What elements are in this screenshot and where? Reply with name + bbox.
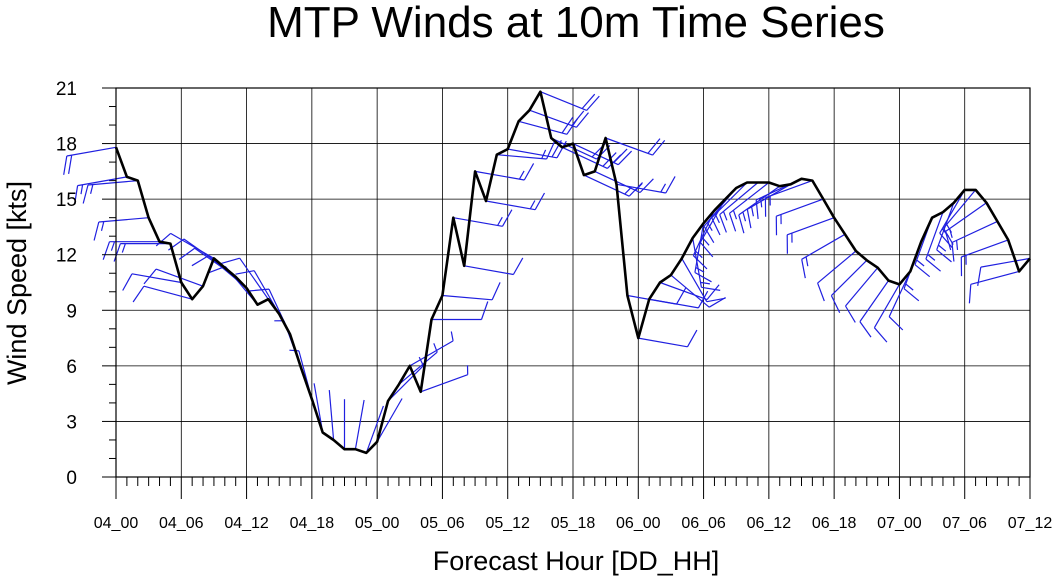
wind-barb xyxy=(529,109,589,128)
wind-barb xyxy=(694,223,712,283)
x-tick-label: 04_06 xyxy=(159,515,204,532)
wind-barb xyxy=(376,398,403,443)
wind-barb xyxy=(977,257,1031,286)
wind-barb xyxy=(616,176,676,194)
wind-barbs xyxy=(63,91,1031,454)
wind-barb xyxy=(817,250,857,302)
wind-speed-line xyxy=(114,90,1031,455)
wind-barb xyxy=(594,170,654,194)
wind-barb xyxy=(235,270,280,315)
wind-barb xyxy=(113,243,171,262)
wind-barb xyxy=(719,182,759,233)
y-tick-label: 3 xyxy=(66,412,77,433)
wind-barb xyxy=(951,220,998,262)
wind-barb xyxy=(474,163,535,181)
wind-barb xyxy=(365,405,384,454)
wind-barb xyxy=(801,233,846,279)
x-tick-label: 05_18 xyxy=(551,515,596,532)
wind-barb xyxy=(464,257,524,276)
x-tick-label: 07_00 xyxy=(877,515,922,532)
wind-barb xyxy=(764,180,813,217)
y-tick-label: 12 xyxy=(56,246,77,267)
wind-barb xyxy=(583,174,643,197)
wind-barb xyxy=(442,282,501,301)
x-tick-label: 04_18 xyxy=(290,515,335,532)
wind-barb xyxy=(63,146,117,175)
wind-barb xyxy=(431,301,489,321)
wind-barb xyxy=(944,202,987,251)
wind-barb xyxy=(74,176,128,205)
wind-barb xyxy=(670,274,726,308)
wind-barb xyxy=(540,91,600,111)
wind-barb xyxy=(409,331,454,367)
y-tick-label: 0 xyxy=(66,468,77,489)
wind-barb xyxy=(453,209,513,227)
wind-barb xyxy=(249,288,291,335)
wind-barb xyxy=(485,192,546,211)
wind-barb xyxy=(398,343,438,385)
wind-barb xyxy=(93,217,149,241)
wind-barb xyxy=(649,290,709,309)
wind-barb xyxy=(328,390,335,441)
wind-barb xyxy=(132,285,193,303)
x-tick-label: 06_06 xyxy=(681,515,726,532)
y-tick-label: 18 xyxy=(56,135,77,156)
wind-barb xyxy=(960,239,1009,277)
wind-barb xyxy=(775,198,824,236)
wind-barb xyxy=(888,271,911,331)
x-tick-label: 06_18 xyxy=(812,515,857,532)
wind-barb xyxy=(420,365,469,393)
wind-barb xyxy=(925,211,944,272)
wind-barb xyxy=(638,329,698,348)
x-axis-label: Forecast Hour [DD_HH] xyxy=(433,546,720,576)
wind-barb xyxy=(711,182,748,236)
x-tick-label: 05_12 xyxy=(485,515,530,532)
wind-barb xyxy=(605,137,666,156)
wind-barb xyxy=(82,180,138,204)
wind-barb xyxy=(681,258,726,303)
x-tick-label: 06_12 xyxy=(747,515,792,532)
wind-barb xyxy=(191,255,247,289)
wind-barb xyxy=(354,399,365,450)
x-tick-label: 07_12 xyxy=(1008,515,1053,532)
y-axis-label: Wind Speed [kts] xyxy=(2,181,32,385)
x-tick-label: 06_00 xyxy=(616,515,661,532)
wind-barb xyxy=(155,232,215,259)
wind-barb xyxy=(968,270,1020,304)
x-tick-label: 07_06 xyxy=(942,515,987,532)
x-axis-ticks: 04_00 04_06 04_12 04_18 05_00 05_06 05_12 05_18… xyxy=(94,477,1053,532)
wind-barb xyxy=(859,280,889,338)
wind-barb xyxy=(102,241,160,260)
wind-barb xyxy=(844,267,879,323)
x-tick-label: 05_00 xyxy=(355,515,400,532)
y-tick-label: 9 xyxy=(66,301,77,322)
y-tick-label: 21 xyxy=(56,79,77,100)
y-tick-label: 15 xyxy=(56,190,77,211)
wind-barb xyxy=(221,257,269,300)
chart-title: MTP Winds at 10m Time Series xyxy=(267,0,885,47)
x-tick-label: 04_12 xyxy=(224,515,269,532)
wind-barb xyxy=(873,284,900,343)
wind-barb xyxy=(830,259,868,314)
wind-barb xyxy=(122,273,182,291)
minor-ticks xyxy=(109,106,1020,486)
wind-barb xyxy=(738,185,781,234)
x-tick-label: 04_00 xyxy=(94,515,139,532)
wind-barb xyxy=(914,217,933,278)
wind-barb xyxy=(659,281,720,301)
y-axis-ticks: 0 3 6 9 12 15 18 21 xyxy=(56,79,116,489)
wind-barb xyxy=(728,182,770,232)
y-tick-label: 6 xyxy=(66,357,77,378)
x-tick-label: 05_06 xyxy=(420,515,465,532)
wind-barb xyxy=(786,217,835,254)
